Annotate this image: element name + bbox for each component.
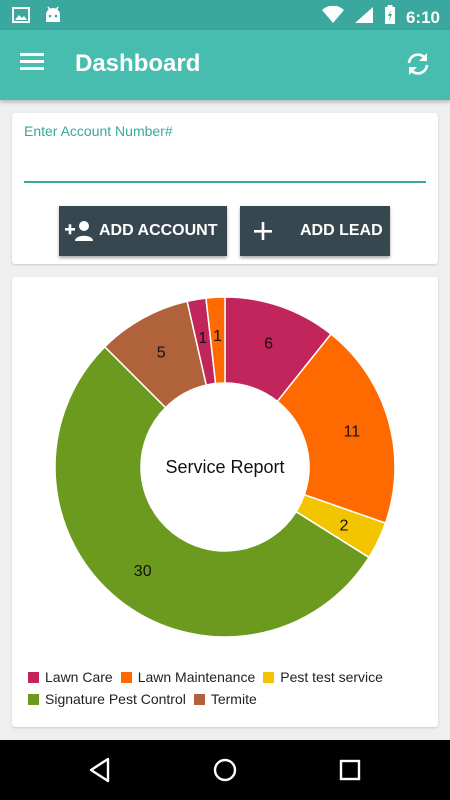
legend-label: Lawn Care: [45, 669, 113, 685]
legend-swatch: [28, 693, 39, 705]
navigation-bar: [0, 740, 450, 800]
back-icon[interactable]: [86, 756, 114, 784]
legend-swatch: [120, 671, 132, 683]
signal-icon: [354, 6, 374, 29]
android-icon: [44, 6, 62, 29]
status-bar: 6:10: [0, 0, 450, 30]
status-time: 6:10: [405, 7, 440, 27]
image-icon: [12, 6, 30, 29]
add-lead-label: ADD LEAD: [300, 222, 383, 239]
add-account-button[interactable]: ADD ACCOUNT: [59, 206, 227, 256]
donut-hole: [149, 391, 301, 543]
legend-label: Termite: [210, 691, 257, 707]
pie-slice-1[interactable]: [276, 333, 396, 525]
legend-label: Lawn Maintenance: [137, 669, 256, 685]
pie-slice-6[interactable]: [205, 296, 226, 385]
pie-slice-label-5: 1: [198, 330, 207, 347]
pie-slice-label-0: 6: [264, 335, 273, 352]
service-report-chart: 6 11 2 30 5 1 1 Service Report: [54, 296, 396, 638]
legend-label: Signature Pest Control: [45, 691, 186, 707]
menu-icon[interactable]: [20, 52, 50, 78]
legend-item[interactable]: Pest test service: [263, 669, 383, 685]
legend-item[interactable]: Termite: [193, 691, 257, 707]
pie-slice-label-3: 30: [134, 563, 152, 580]
legend-swatch: [193, 693, 205, 705]
chart-title: Service Report: [165, 457, 284, 477]
pie-slice-3[interactable]: [54, 345, 370, 638]
recents-icon[interactable]: [336, 756, 364, 784]
add-lead-button[interactable]: ADD LEAD: [240, 206, 390, 256]
home-icon[interactable]: [211, 756, 239, 784]
legend-swatch: [263, 671, 275, 683]
pie-slice-label-6: 1: [213, 328, 222, 345]
pie-slice-label-4: 5: [157, 344, 166, 361]
pie-slice-label-2: 2: [339, 517, 348, 534]
chart-legend: Lawn Care Lawn Maintenance Pest test servi…: [28, 669, 428, 713]
battery-icon: [384, 5, 396, 30]
donut-inner-ring: [141, 383, 309, 551]
pie-slice-label-1: 11: [344, 423, 361, 440]
legend-label: Pest test service: [280, 669, 383, 685]
account-card: Enter Account Number# ADD ACCOUNT ADD LE…: [12, 113, 438, 264]
refresh-icon[interactable]: [404, 50, 434, 80]
legend-item[interactable]: Lawn Care: [28, 669, 113, 685]
service-report-card: 6 11 2 30 5 1 1 Service Report Lawn Care Lawn M…: [12, 277, 438, 727]
wifi-icon: [321, 5, 344, 29]
add-person-icon: [65, 219, 95, 243]
app-bar: Dashboard: [0, 30, 450, 100]
account-number-label: Enter Account Number#: [24, 123, 173, 139]
page-title: Dashboard: [75, 50, 201, 77]
legend-item[interactable]: Lawn Maintenance: [120, 669, 256, 685]
plus-icon: [248, 219, 278, 243]
legend-swatch: [28, 671, 39, 683]
add-account-label: ADD ACCOUNT: [99, 222, 218, 239]
account-number-input[interactable]: [24, 145, 426, 183]
legend-item[interactable]: Signature Pest Control: [28, 691, 186, 707]
